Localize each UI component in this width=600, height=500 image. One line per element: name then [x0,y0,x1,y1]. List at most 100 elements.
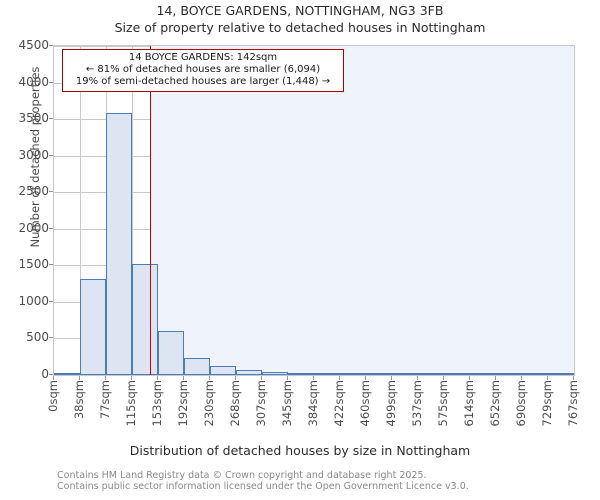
footer-line-2: Contains public sector information licen… [57,481,469,492]
attribution-footer: Contains HM Land Registry data © Crown c… [57,470,597,492]
y-axis-tick-label: 500 [26,330,49,345]
y-axis-tick-mark [49,191,53,193]
y-axis-tick-label: 4000 [18,74,49,89]
y-axis-tick-mark [49,227,53,229]
page-title: 14, BOYCE GARDENS, NOTTINGHAM, NG3 3FB [156,3,444,18]
gridline-vertical [132,46,133,375]
x-axis-tick-mark [417,376,418,380]
x-axis-ticks: 0sqm 38sqm 77sqm 115sqm 153sqm 192sqm 230sqm 26… [0,376,600,446]
histogram-bar [496,373,522,375]
x-axis-tick-label: 230sqm [202,380,216,427]
x-axis-tick-label: 614sqm [462,380,476,427]
y-axis-tick-mark [49,337,53,339]
y-axis-tick-label: 3000 [18,147,49,162]
x-axis-tick-mark [469,376,470,380]
histogram-bar [210,365,236,375]
y-axis-tick-label: 3500 [18,111,49,126]
x-axis-label: Distribution of detached houses by size … [129,443,471,458]
x-axis-tick-mark [131,376,132,380]
y-axis-tick-label: 0 [41,367,49,381]
histogram-bar [158,331,184,375]
histogram-bar [80,279,106,375]
x-axis-tick-label: 115sqm [124,380,138,427]
x-axis-tick-mark [235,376,236,380]
histogram-bar [522,373,548,375]
x-axis-tick-label: 192sqm [176,380,190,427]
x-axis-tick-mark [183,376,184,380]
histogram-bars [54,46,574,375]
y-axis-tick-label: 2500 [18,184,49,199]
x-axis-tick-label: 575sqm [436,380,450,427]
histogram-bar [184,358,210,375]
x-axis-tick-label: 307sqm [254,380,268,427]
histogram-bar [418,373,444,375]
x-axis-tick-label: 422sqm [332,380,346,427]
x-axis-tick-label: 460sqm [358,380,372,427]
histogram-bar [54,373,80,375]
histogram-bar [314,373,340,375]
x-axis-tick-mark [209,376,210,380]
x-axis-tick-mark [53,376,54,380]
y-axis-tick-mark [49,300,53,302]
annotation-line-2: ← 81% of detached houses are smaller (6,… [85,64,321,75]
histogram-bar [106,112,132,375]
annotation-line-3: 19% of semi-detached houses are larger (… [75,76,331,87]
x-axis-tick-mark [339,376,340,380]
x-axis-tick-label: 0sqm [46,380,60,412]
x-axis-tick-mark [495,376,496,380]
x-axis-tick-mark [105,376,106,380]
y-axis-tick-mark [49,118,53,120]
y-axis-ticks: 0 500 1000 1500 2000 2500 3000 3500 4000 4500 [0,0,53,381]
x-axis-tick-label: 153sqm [150,380,164,427]
x-axis-tick-label: 77sqm [98,380,112,420]
y-axis-tick-mark [49,154,53,156]
x-axis-tick-mark [365,376,366,380]
y-axis-tick-mark [49,264,53,266]
y-axis-tick-label: 2000 [18,220,49,235]
annotation-line-1: 14 BOYCE GARDENS: 142sqm [128,52,278,63]
x-axis-tick-label: 268sqm [228,380,242,427]
x-axis-tick-mark [573,376,574,380]
histogram-bar [444,373,470,375]
property-marker-line [149,46,152,375]
x-axis-tick-label: 499sqm [384,380,398,427]
x-axis-tick-label: 729sqm [540,380,554,427]
x-axis-tick-mark [261,376,262,380]
y-axis-label: Number of detached properties [28,66,42,248]
larger-region-shading [150,46,574,375]
y-axis-tick-mark [49,81,53,83]
x-axis-tick-mark [79,376,80,380]
property-annotation-box: 14 BOYCE GARDENS: 142sqm ← 81% of detach… [62,49,344,92]
y-axis-tick-mark [49,45,53,46]
y-axis-tick-label: 4500 [18,38,49,52]
x-axis-tick-label: 345sqm [280,380,294,427]
x-axis-tick-mark [443,376,444,380]
x-axis-tick-mark [287,376,288,380]
histogram-bar [470,373,496,375]
x-axis-tick-mark [547,376,548,380]
x-axis-tick-label: 384sqm [306,380,320,427]
chart-title-block: 14, BOYCE GARDENS, NOTTINGHAM, NG3 3FB S… [0,3,600,36]
x-axis-tick-label: 767sqm [566,380,580,427]
x-axis-tick-mark [313,376,314,380]
x-axis-tick-mark [157,376,158,380]
histogram-bar [132,263,158,375]
x-axis-tick-mark [521,376,522,380]
y-axis-tick-label: 1500 [18,257,49,272]
footer-line-1: Contains HM Land Registry data © Crown c… [57,470,427,481]
histogram-bar [392,373,418,375]
histogram-bar [288,373,314,375]
plot-area [53,45,575,376]
x-axis-tick-mark [391,376,392,380]
y-axis-tick-mark [49,374,53,375]
histogram-bar [366,373,392,375]
x-axis-tick-label: 38sqm [72,380,86,420]
histogram-bar [262,372,288,375]
histogram-bar [236,369,262,375]
histogram-bar [548,373,574,375]
x-axis-tick-label: 690sqm [514,380,528,427]
x-axis-tick-label: 537sqm [410,380,424,427]
y-axis-tick-label: 1000 [18,293,49,308]
chart-subtitle: Size of property relative to detached ho… [114,20,486,35]
gridline-vertical [80,46,81,375]
